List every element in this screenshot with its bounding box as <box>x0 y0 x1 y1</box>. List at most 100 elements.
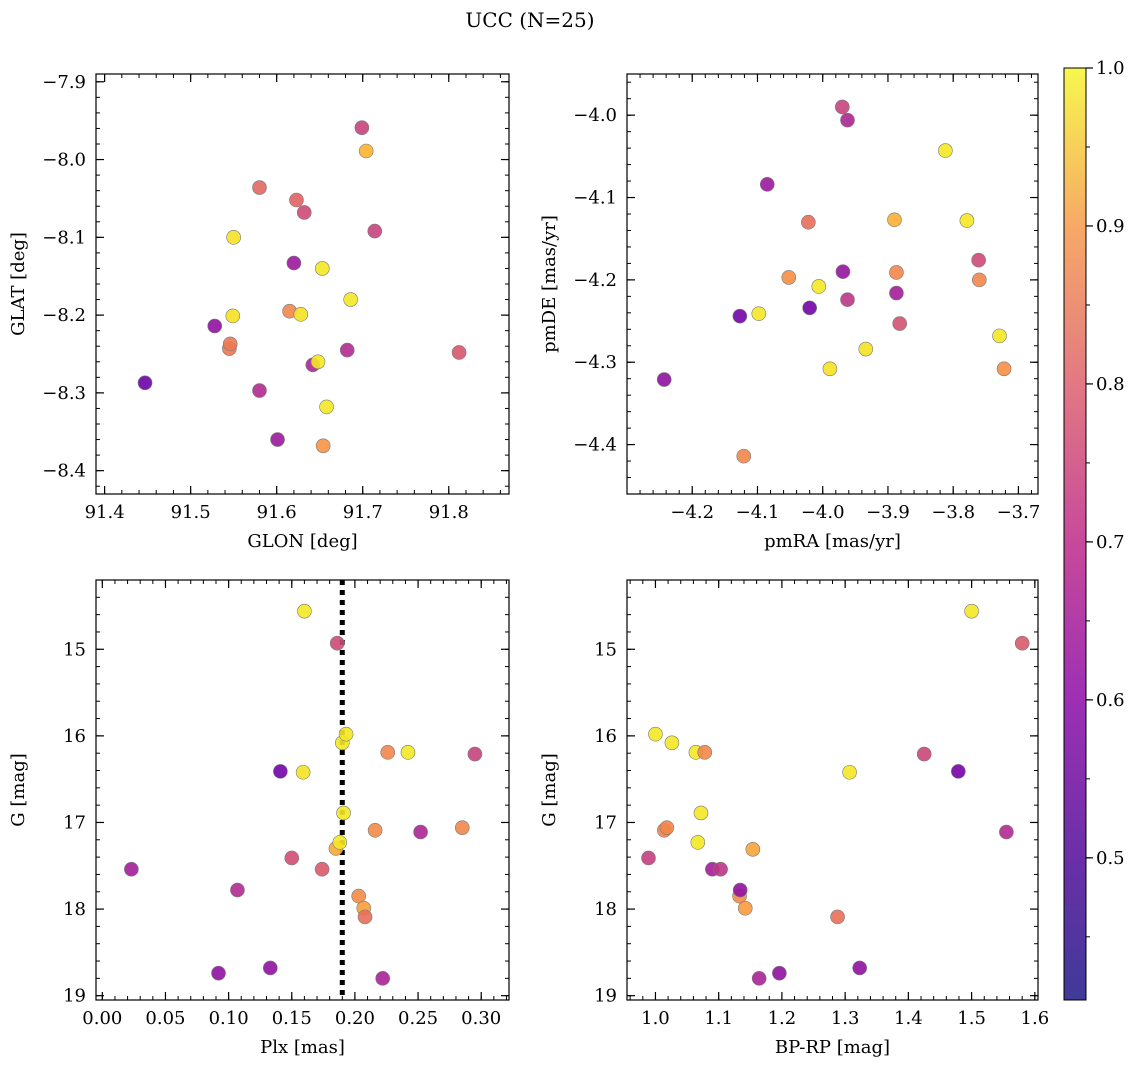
scatter-point <box>400 745 416 760</box>
scatter-point <box>835 264 851 279</box>
scatter-point <box>964 603 979 619</box>
scatter-point <box>693 805 709 821</box>
scatter-point <box>329 635 345 651</box>
scatter-point <box>226 230 241 245</box>
scatter-point <box>732 882 748 898</box>
scatter-point <box>745 842 761 857</box>
plot-frame <box>95 579 510 1001</box>
scatter-point <box>286 255 302 271</box>
y-tick-label: 15 <box>594 639 617 660</box>
colorbar-tick-label: 0.8 <box>1096 374 1125 395</box>
scatter-point <box>659 820 675 835</box>
scatter-point <box>830 909 845 925</box>
scatter-point <box>137 375 153 391</box>
x-tick-label: 0.20 <box>335 1008 375 1029</box>
y-tick-label: −4.2 <box>573 270 617 291</box>
scatter-point <box>992 328 1007 344</box>
y-axis-label: pmDE [mas/yr] <box>539 215 560 353</box>
scatter-point <box>222 336 238 352</box>
x-tick-label: 91.5 <box>171 502 211 523</box>
x-tick-label: 1.1 <box>704 1008 733 1029</box>
y-tick-label: 17 <box>63 812 86 833</box>
scatter-point <box>375 971 391 986</box>
scatter-point <box>713 861 728 877</box>
colorbar-gradient <box>1063 67 1087 1001</box>
scatter-point <box>971 272 987 288</box>
scatter-point <box>336 805 351 821</box>
scatter-point <box>293 307 309 322</box>
colorbar-tick-label: 0.7 <box>1096 532 1125 553</box>
scatter-point <box>840 112 855 128</box>
y-tick-label: 17 <box>594 812 617 833</box>
scatter-point <box>230 882 245 898</box>
scatter-point <box>737 900 753 916</box>
scatter-point <box>852 960 867 976</box>
glon-glat-panel: 91.4 91.5 91.6 91.7 91.8 −7.9 −8.0 −8.1 −8.2 −8.3… <box>8 72 510 552</box>
y-tick-label: −8.2 <box>42 305 86 326</box>
scatter-point <box>822 361 838 377</box>
scatter-point <box>801 214 816 230</box>
x-tick-label: 0.15 <box>272 1008 312 1029</box>
x-tick-label: 1.0 <box>641 1008 670 1029</box>
scatter-point <box>892 316 907 331</box>
scatter-point <box>339 342 355 358</box>
scatter-point <box>380 745 396 760</box>
y-tick-label: 16 <box>63 726 86 747</box>
x-tick-label: 91.4 <box>85 502 125 523</box>
scatter-point <box>332 835 348 850</box>
scatter-point <box>207 318 223 334</box>
colorbar-tick-label: 1.0 <box>1096 58 1125 79</box>
pmra-pmde-panel: −4.2 −4.1 −4.0 −3.9 −3.8 −3.7 −4.0 −4.1 −4.2 −4.3… <box>539 73 1041 552</box>
plx-g-panel: 0.00 0.05 0.10 0.15 0.20 0.25 0.30 15 16 17 18 19 Pl… <box>8 579 510 1058</box>
scatter-point <box>358 143 374 159</box>
x-tick-label: 91.7 <box>343 502 383 523</box>
x-tick-label: −3.7 <box>997 502 1041 523</box>
scatter-point <box>697 745 713 760</box>
x-tick-label: 0.10 <box>209 1008 249 1029</box>
scatter-point <box>664 735 680 751</box>
scatter-point <box>295 764 311 780</box>
scatter-point <box>751 971 767 986</box>
scatter-point <box>314 861 330 877</box>
scatter-point <box>413 824 428 840</box>
scatter-point <box>124 861 139 877</box>
plot-frame <box>95 73 510 495</box>
scatter-point <box>938 143 953 158</box>
scatter-point <box>1014 635 1030 651</box>
x-axis-label: Plx [mas] <box>260 1037 345 1058</box>
x-tick-label: −4.0 <box>801 502 845 523</box>
y-tick-label: 18 <box>63 899 86 920</box>
scatter-point <box>690 835 706 850</box>
x-axis-label: BP-RP [mag] <box>775 1037 890 1058</box>
scatter-point <box>759 177 775 192</box>
scatter-point <box>225 308 241 324</box>
colorbar-tick-label: 0.9 <box>1096 216 1125 237</box>
scatter-point <box>959 213 975 228</box>
y-tick-label: −8.0 <box>42 150 86 171</box>
y-tick-label: −8.4 <box>42 461 86 482</box>
scatter-point <box>451 345 467 360</box>
x-tick-label: 0.00 <box>82 1008 122 1029</box>
scatter-point <box>273 764 288 779</box>
y-axis-label: G [mag] <box>8 753 29 826</box>
scatter-point <box>840 292 855 307</box>
scatter-point <box>781 270 797 285</box>
scatter-point <box>732 308 748 324</box>
colorbar: 0.5 0.6 0.7 0.8 0.9 1.0 <box>1063 58 1125 1001</box>
scatter-point <box>811 279 827 294</box>
x-tick-label: 1.5 <box>957 1008 986 1029</box>
plot-frame <box>626 73 1039 495</box>
bprp-g-panel: 1.0 1.1 1.2 1.3 1.4 1.5 1.6 15 16 17 18 19 BP-RP [ma… <box>539 579 1049 1058</box>
y-tick-label: −7.9 <box>42 72 86 93</box>
x-axis-label: GLON [deg] <box>247 531 357 552</box>
y-tick-label: 19 <box>594 986 617 1007</box>
scatter-point <box>289 192 304 208</box>
scatter-point <box>834 99 850 115</box>
y-tick-label: 19 <box>63 986 86 1007</box>
colorbar-tick-label: 0.5 <box>1096 848 1125 869</box>
y-tick-label: −4.3 <box>573 352 617 373</box>
scatter-point <box>367 822 383 838</box>
scatter-point <box>211 965 226 981</box>
x-axis-label: pmRA [mas/yr] <box>764 531 901 552</box>
